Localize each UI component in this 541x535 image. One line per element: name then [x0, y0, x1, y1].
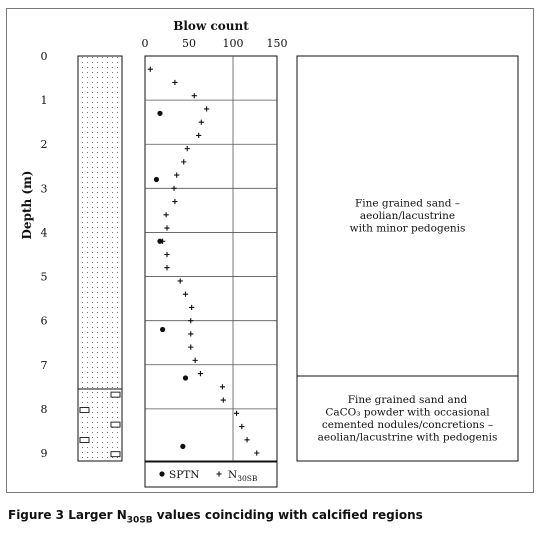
- caption-text: Larger N: [64, 508, 127, 522]
- n30sb-point: [239, 423, 245, 430]
- depth-profile-chart: 0 50 100 150 Blow count 0 1 2 3 4 5 6 7 8 9 Depth (m) F…: [20, 19, 519, 488]
- legend-sptn-marker: [159, 471, 165, 477]
- n30sb-point: [244, 437, 250, 443]
- n30sb-point: [174, 172, 180, 178]
- n30sb-point: [172, 198, 178, 205]
- nodule-symbol: [110, 421, 121, 428]
- y-tick-label: 6: [41, 315, 48, 328]
- legend-sptn-label: SPTN: [169, 469, 199, 481]
- caption-text-end: values coinciding with calcified regions: [152, 508, 423, 522]
- legend-n30sb-main: N: [228, 469, 237, 481]
- n30sb-point: [177, 278, 183, 284]
- y-tick-label: 7: [41, 359, 48, 372]
- sptn-point: [160, 326, 166, 333]
- n30sb-point: [163, 212, 169, 218]
- n30sb-point: [220, 397, 226, 403]
- figure-frame: [6, 8, 534, 493]
- n30sb-point: [188, 344, 194, 350]
- n30sb-point: [192, 357, 198, 363]
- x-tick-label: 100: [223, 37, 244, 50]
- n30sb-point: [164, 251, 170, 258]
- y-tick-label: 2: [41, 138, 48, 151]
- n30sb-point: [164, 225, 170, 231]
- x-tick-label: 0: [142, 37, 149, 50]
- n30sb-point: [189, 304, 195, 311]
- y-tick-label: 0: [41, 50, 48, 63]
- chart-axes: 0 50 100 150 Blow count 0 1 2 3 4 5 6 7 8 9 Depth (m): [20, 19, 288, 462]
- y-tick-label: 5: [41, 271, 48, 284]
- legend-box: [144, 461, 278, 488]
- n30sb-point: [182, 291, 189, 297]
- soil-column-body: [77, 55, 123, 462]
- x-tick-label: 50: [182, 37, 196, 50]
- plot-border: [144, 55, 278, 462]
- legend-n30sb-marker: [216, 471, 222, 477]
- n30sb-point: [164, 265, 170, 271]
- n30sb-point: [181, 159, 187, 165]
- n30sb-point: [172, 79, 178, 86]
- y-tick-label: 1: [41, 94, 48, 107]
- layer-description-line: Fine grained sand –: [355, 198, 460, 210]
- layer-description-line: aeolian/lacustrine: [360, 210, 455, 222]
- caption-label: Figure 3: [8, 508, 65, 522]
- data-points: [147, 66, 260, 456]
- sptn-point: [180, 443, 186, 449]
- y-tick-label: 4: [41, 226, 48, 239]
- layer-description-line: CaCO₃ powder with occasional: [325, 406, 490, 418]
- n30sb-point: [204, 106, 210, 112]
- layer-description-line: with minor pedogenis: [350, 223, 466, 235]
- sptn-point: [157, 110, 163, 116]
- n30sb-point: [160, 238, 166, 244]
- n30sb-point: [219, 384, 226, 390]
- layer-description-line: aeolian/lacustrine with pedogenis: [318, 431, 498, 443]
- sptn-point: [153, 176, 160, 183]
- legend-n30sb-label: N30SB: [228, 469, 258, 483]
- n30sb-point: [188, 331, 194, 337]
- figure-caption: Figure 3 Larger N30SB values coinciding …: [8, 508, 423, 525]
- layer-description-line: Fine grained sand and: [348, 394, 468, 406]
- x-tick-label: 150: [267, 37, 288, 50]
- layer-box: [296, 375, 519, 462]
- nodule-symbol: [79, 437, 90, 444]
- y-axis-title: Depth (m): [20, 171, 34, 240]
- n30sb-point: [188, 318, 194, 324]
- n30sb-point: [233, 410, 240, 416]
- n30sb-point: [171, 185, 177, 191]
- y-tick-label: 8: [41, 403, 48, 416]
- legend: SPTN N30SB: [144, 461, 278, 488]
- n30sb-point: [184, 146, 190, 152]
- caption-subscript: 30SB: [126, 515, 153, 526]
- sptn-point: [157, 238, 163, 244]
- n30sb-point: [191, 93, 197, 99]
- n30sb-point: [196, 132, 202, 138]
- legend-n30sb-sub: 30SB: [237, 474, 258, 483]
- nodule-symbol: [110, 451, 121, 458]
- sptn-point: [182, 375, 189, 381]
- n30sb-point: [254, 450, 260, 456]
- nodule-symbol: [110, 391, 121, 398]
- nodule-symbol: [79, 407, 90, 414]
- layer-description-line: cemented nodules/concretions –: [322, 419, 493, 431]
- x-axis-title: Blow count: [173, 19, 249, 33]
- n30sb-point: [198, 119, 204, 125]
- layer-descriptions: Fine grained sand –aeolian/lacustrinewit…: [296, 55, 519, 462]
- y-tick-label: 3: [41, 182, 48, 195]
- y-tick-label: 9: [41, 447, 48, 460]
- n30sb-point: [147, 66, 153, 72]
- soil-column: [77, 55, 123, 462]
- n30sb-point: [197, 371, 204, 377]
